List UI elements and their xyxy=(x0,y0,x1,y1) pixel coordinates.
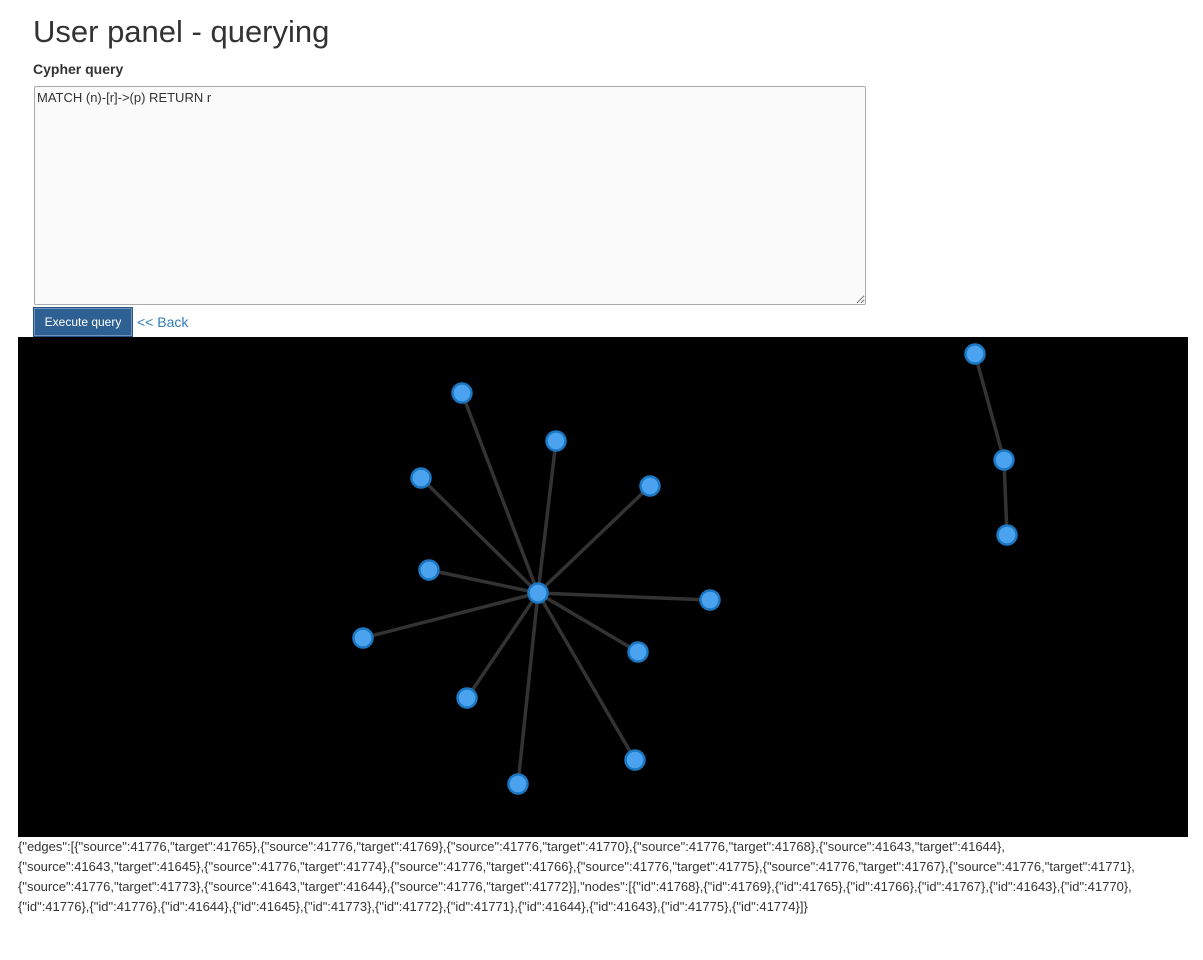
graph-edge xyxy=(537,591,639,654)
back-link[interactable]: << Back xyxy=(137,314,189,330)
query-label: Cypher query xyxy=(33,61,124,77)
graph-edge xyxy=(465,592,540,699)
query-result-json: {"edges":[{"source":41776,"target":41765… xyxy=(18,839,1135,914)
graph-node[interactable] xyxy=(456,687,478,709)
graph-nodes xyxy=(352,343,1018,795)
graph-node[interactable] xyxy=(699,589,721,611)
graph-edge xyxy=(536,484,652,595)
graph-edge xyxy=(362,591,539,640)
graph-node[interactable] xyxy=(352,627,374,649)
graph-node[interactable] xyxy=(627,641,649,663)
graph-edge xyxy=(536,440,558,594)
graph-edges xyxy=(362,353,1009,785)
graph-node[interactable] xyxy=(527,582,549,604)
graph-node[interactable] xyxy=(996,524,1018,546)
graph-node[interactable] xyxy=(418,559,440,581)
graph-edge xyxy=(460,392,540,594)
graph-node[interactable] xyxy=(451,382,473,404)
graph-edge xyxy=(1002,459,1009,536)
page-title: User panel - querying xyxy=(33,14,330,49)
graph-node[interactable] xyxy=(624,749,646,771)
cypher-query-input[interactable]: MATCH (n)-[r]->(p) RETURN r xyxy=(34,86,866,305)
graph-node[interactable] xyxy=(410,467,432,489)
execute-query-button[interactable]: Execute query xyxy=(33,307,133,337)
graph-canvas[interactable] xyxy=(18,337,1188,837)
graph-node[interactable] xyxy=(639,475,661,497)
graph-edge xyxy=(536,592,637,761)
graph-node[interactable] xyxy=(545,430,567,452)
graph-node[interactable] xyxy=(993,449,1015,471)
graph-edge xyxy=(428,568,539,595)
graph-edge xyxy=(419,476,540,595)
graph-edge xyxy=(537,591,711,602)
graph-edge xyxy=(973,353,1006,461)
graph-node[interactable] xyxy=(507,773,529,795)
graph-edge xyxy=(516,592,540,785)
graph-node[interactable] xyxy=(964,343,986,365)
